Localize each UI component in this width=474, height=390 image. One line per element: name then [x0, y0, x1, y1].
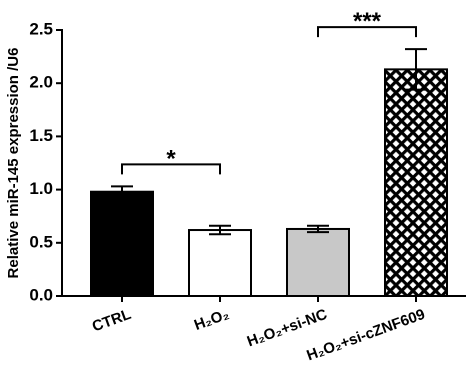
significance-bracket — [317, 26, 417, 38]
x-tick-label: H₂O₂ — [192, 306, 231, 334]
y-tick-label: 2.0 — [29, 73, 53, 92]
y-tick-label: 0.0 — [29, 285, 53, 304]
y-tick-label: 1.0 — [29, 179, 53, 198]
y-tick-label: 0.5 — [29, 232, 53, 251]
error-bar — [209, 224, 231, 236]
error-bar — [405, 48, 427, 91]
significance-label: *** — [353, 8, 382, 35]
bar — [90, 190, 154, 297]
bar — [384, 68, 448, 297]
y-tick-label: 1.5 — [29, 126, 53, 145]
y-axis-label: Relative miR-145 expression /U6 — [5, 48, 22, 279]
y-tick-label: 2.5 — [29, 19, 53, 38]
significance-label: * — [166, 145, 176, 172]
significance-bracket — [121, 163, 221, 175]
bar — [188, 229, 252, 297]
error-bar — [111, 185, 133, 199]
x-tick-label: CTRL — [90, 306, 133, 336]
bar — [286, 227, 350, 297]
error-bar — [307, 224, 329, 234]
